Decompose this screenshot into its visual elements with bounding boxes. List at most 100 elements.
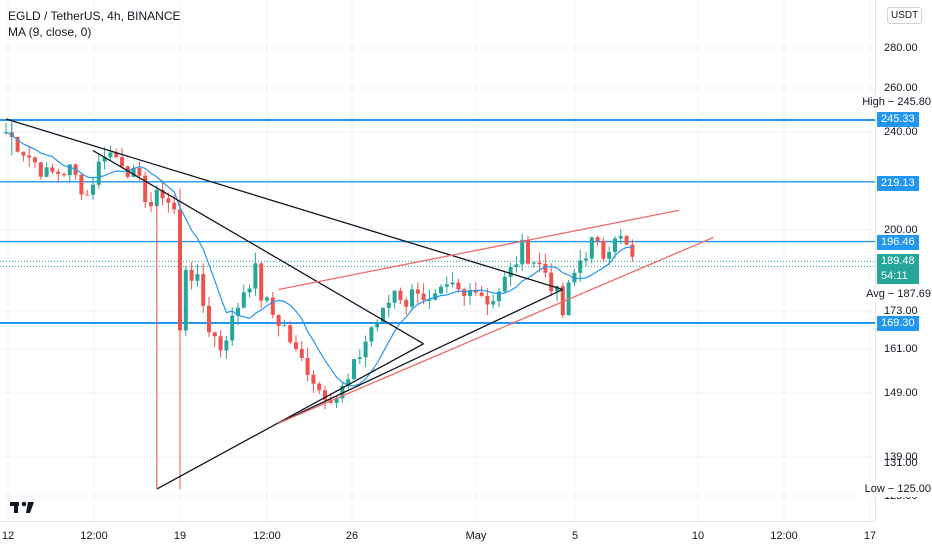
candle-body (259, 263, 264, 301)
candle-body (497, 291, 501, 302)
candle-body (595, 237, 600, 241)
candle-body (357, 357, 362, 360)
time-tick: 12 (1, 530, 15, 542)
chart-legend: EGLD / TetherUS, 4h, BINANCE MA (9, clos… (8, 8, 181, 40)
candle-body (131, 167, 136, 177)
candle-body (444, 284, 449, 287)
candle-body (120, 157, 124, 167)
candle-body (520, 239, 525, 265)
low-label: Low − 125.00 (860, 482, 931, 497)
grid (0, 0, 875, 521)
candle-body (253, 263, 258, 289)
candle-body (288, 325, 293, 343)
level-label-169: 169.30 (877, 316, 919, 331)
candle-body (218, 336, 223, 351)
candle-body (346, 379, 351, 386)
candle-body (386, 302, 391, 308)
candle-body (352, 359, 356, 380)
candle-body (473, 289, 478, 293)
trendline-black-lower (156, 343, 424, 490)
candle-body (67, 164, 72, 176)
symbol-title[interactable]: EGLD / TetherUS, 4h, BINANCE (8, 9, 181, 23)
candle-body (618, 236, 623, 239)
trendlines[interactable] (5, 118, 714, 490)
candle-body (201, 274, 206, 306)
candle-body (578, 260, 583, 273)
candle-body (154, 189, 159, 207)
candle-body (27, 155, 32, 158)
candle-body (439, 286, 443, 294)
candle-body (79, 174, 84, 195)
price-tick: 131.00 (884, 457, 918, 469)
price-tick: 260.00 (884, 82, 918, 94)
candle-body (294, 342, 298, 349)
candle-body (38, 162, 43, 177)
candle-body (491, 301, 496, 305)
candle-body (415, 289, 420, 294)
candle-body (404, 300, 409, 307)
indicator-label[interactable]: MA (9, close, 0) (8, 25, 92, 39)
candle-body (212, 332, 217, 337)
current-price: 189.48 (881, 255, 915, 267)
candle-body (44, 167, 49, 177)
candle-body (502, 276, 507, 292)
price-axis[interactable]: USDT 280.00 260.00 240.00 200.00 173.00 … (858, 0, 932, 521)
candle-body (630, 244, 635, 257)
candle-body (572, 272, 577, 283)
bar-countdown: 54:11 (881, 270, 908, 282)
price-chart[interactable] (0, 0, 875, 521)
price-tick: 173.00 (884, 305, 918, 317)
price-tick: 161.00 (884, 343, 918, 355)
candle-body (317, 383, 322, 391)
candle-body (230, 315, 235, 341)
candle-body (137, 167, 142, 176)
candle-body (172, 202, 177, 210)
candle-body (549, 272, 554, 292)
candle-body (526, 239, 530, 264)
avg-label: Avg − 187.69 (862, 287, 931, 302)
currency-button[interactable]: USDT (887, 7, 923, 24)
candle-body (468, 289, 472, 296)
trendline-red-lower (278, 236, 714, 424)
candle-body (369, 327, 374, 342)
candle-body (299, 348, 304, 358)
price-tick: 200.00 (884, 224, 918, 236)
candle-body (56, 171, 61, 174)
candle-body (398, 290, 403, 301)
candle-body (508, 266, 513, 277)
current-price-label: 189.48 54:11 (877, 254, 919, 284)
candle-body (305, 357, 310, 375)
candle-body (584, 258, 588, 261)
price-tick: 280.00 (884, 42, 918, 54)
candle-body (601, 240, 606, 259)
candle-body (207, 305, 211, 333)
time-tick: 10 (691, 530, 705, 542)
level-label-219: 219.13 (877, 176, 919, 191)
chart-area[interactable]: EGLD / TetherUS, 4h, BINANCE MA (9, clos… (0, 0, 875, 521)
candle-body (114, 152, 119, 158)
horizontal-levels[interactable] (0, 119, 875, 324)
time-tick: 5 (571, 530, 579, 542)
candle-body (334, 398, 339, 403)
time-tick: 12:00 (80, 530, 108, 542)
time-tick: 19 (173, 530, 187, 542)
time-axis[interactable]: 12 12:00 19 12:00 26 May 5 10 12:00 17 (0, 521, 876, 551)
level-label-245: 245.33 (877, 112, 919, 127)
price-tick: 149.00 (884, 387, 918, 399)
candle-body (323, 390, 327, 400)
high-label: High − 245.80 (858, 95, 931, 110)
candle-body (555, 286, 559, 292)
candle-body (160, 189, 165, 199)
candle-body (108, 152, 113, 158)
candle-body (50, 167, 55, 172)
trendline-black-inner (278, 288, 564, 424)
candle-body (421, 293, 426, 300)
candle-body (340, 385, 345, 399)
candle-body (311, 374, 316, 384)
candle-body (485, 295, 490, 305)
candle-body (462, 289, 467, 296)
candle-body (375, 321, 380, 328)
ma-line (5, 131, 633, 387)
candle-body (183, 269, 188, 331)
level-label-196: 196.46 (877, 235, 919, 250)
